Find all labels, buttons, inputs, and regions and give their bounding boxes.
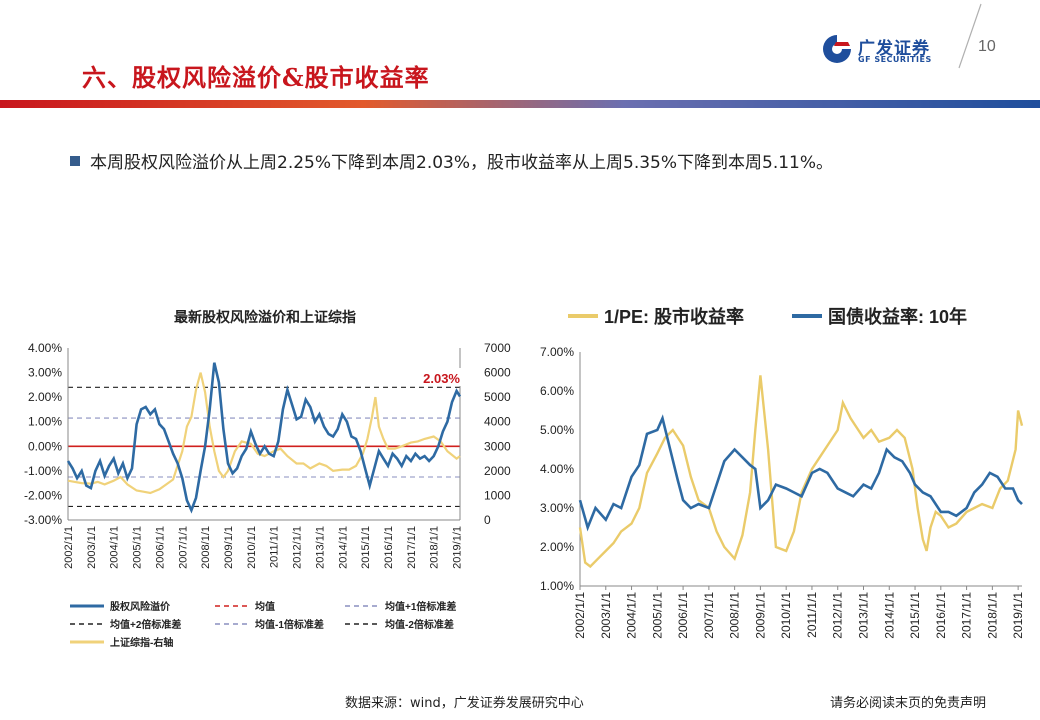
erp-right-tick-label: 6000 xyxy=(484,366,511,380)
erp-line xyxy=(66,362,462,514)
yield-x-tick-label: 2009/1/1 xyxy=(753,592,767,639)
erp-x-tick-label: 2018/1/1 xyxy=(429,526,441,569)
erp-x-tick-label: 2016/1/1 xyxy=(383,526,395,569)
erp-legend-label: 均值-2倍标准差 xyxy=(385,618,454,631)
yield-x-tick-label: 2010/1/1 xyxy=(779,592,793,639)
erp-x-tick-label: 2017/1/1 xyxy=(406,526,418,569)
summary-bullet: 本周股权风险溢价从上周2.25%下降到本周2.03%，股市收益率从上周5.35%… xyxy=(70,148,833,173)
erp-right-tick-label: 1000 xyxy=(484,488,511,502)
yield-x-tick-label: 2005/1/1 xyxy=(650,592,664,639)
yield-legend-label: 1/PE: 股市收益率 xyxy=(604,306,744,327)
yield-x-tick-label: 2004/1/1 xyxy=(625,592,639,639)
erp-axes: 4.00% 3.00% 2.00% 1.00% 0.00% -1.00% -2.00% -3.… xyxy=(24,341,511,569)
bond-yield-line xyxy=(578,414,1023,532)
erp-chart-title: 最新股权风险溢价和上证综指 xyxy=(174,309,356,326)
erp-legend-label: 均值 xyxy=(255,600,275,613)
erp-x-tick-label: 2013/1/1 xyxy=(314,526,326,569)
yield-x-tick-label: 2008/1/1 xyxy=(728,592,742,639)
erp-x-tick-label: 2012/1/1 xyxy=(292,526,304,569)
erp-left-tick-label: -1.00% xyxy=(24,464,62,478)
erp-left-tick-label: 4.00% xyxy=(28,341,62,355)
yield-y-tick-label: 1.00% xyxy=(540,579,574,593)
yield-y-tick-label: 7.00% xyxy=(540,345,574,359)
yield-x-tick-label: 2002/1/1 xyxy=(573,592,587,639)
brand-name-cn: 广发证券 xyxy=(858,39,930,59)
yield-x-tick-label: 2011/1/1 xyxy=(805,592,819,638)
erp-x-tick-label: 2014/1/1 xyxy=(337,526,349,569)
erp-right-tick-label: 5000 xyxy=(484,390,511,404)
yield-x-tick-label: 2007/1/1 xyxy=(702,592,716,639)
erp-x-tick-label: 2019/1/1 xyxy=(452,526,464,569)
yield-series-lines xyxy=(578,375,1024,569)
footer-disclaimer: 请务必阅读末页的免责声明 xyxy=(830,696,987,711)
erp-left-tick-label: -3.00% xyxy=(24,513,62,527)
erp-legend-label: 均值+2倍标准差 xyxy=(110,618,181,631)
yield-y-tick-label: 4.00% xyxy=(540,462,574,476)
earnings-yield-line xyxy=(578,375,1024,569)
yield-x-tick-label: 2003/1/1 xyxy=(599,592,613,639)
erp-left-tick-label: 3.00% xyxy=(28,366,62,380)
bullet-square-icon xyxy=(70,156,80,166)
erp-x-tick-label: 2004/1/1 xyxy=(109,526,121,569)
erp-x-tick-label: 2007/1/1 xyxy=(177,526,189,569)
erp-right-tick-label: 4000 xyxy=(484,415,511,429)
brand-logo: 广发证券 GF SECURITIES xyxy=(820,32,945,72)
erp-x-tick-label: 2015/1/1 xyxy=(360,526,372,569)
yield-y-tick-label: 3.00% xyxy=(540,501,574,515)
annotation-box xyxy=(408,368,462,386)
summary-text: 本周股权风险溢价从上周2.25%下降到本周2.03%，股市收益率从上周5.35%… xyxy=(90,153,834,173)
yield-y-tick-label: 6.00% xyxy=(540,384,574,398)
brand-name-en: GF SECURITIES xyxy=(858,55,932,64)
erp-latest-annotation: 2.03% xyxy=(423,371,460,386)
yield-x-tick-label: 2014/1/1 xyxy=(882,592,896,639)
index-line xyxy=(67,372,461,495)
erp-legend-label: 均值+1倍标准差 xyxy=(385,600,456,613)
erp-x-tick-label: 2008/1/1 xyxy=(200,526,212,569)
erp-right-tick-label: 7000 xyxy=(484,341,511,355)
erp-legend-label: 上证综指-右轴 xyxy=(110,636,173,649)
erp-chart: 最新股权风险溢价和上证综指 4.00% 3.00% 2.00% 1.00% 0.00% -… xyxy=(24,309,511,649)
yield-x-tick-label: 2019/1/1 xyxy=(1011,592,1025,639)
page-number: 10 xyxy=(978,38,996,55)
yield-legend-label: 国债收益率: 10年 xyxy=(828,306,967,327)
yield-x-tick-label: 2006/1/1 xyxy=(676,592,690,639)
erp-left-tick-label: 0.00% xyxy=(28,439,62,453)
yield-chart: 1/PE: 股市收益率 国债收益率: 10年 7.00% 6.00% 5.00% 4.0… xyxy=(540,306,1025,639)
erp-left-tick-label: -2.00% xyxy=(24,488,62,502)
page-title: 六、股权风险溢价&股市收益率 xyxy=(82,63,430,92)
erp-x-tick-label: 2010/1/1 xyxy=(246,526,258,569)
erp-x-tick-label: 2009/1/1 xyxy=(223,526,235,569)
erp-x-tick-label: 2011/1/1 xyxy=(269,526,281,568)
yield-x-tick-label: 2012/1/1 xyxy=(831,592,845,639)
erp-series-lines xyxy=(66,362,462,514)
erp-right-tick-label: 3000 xyxy=(484,439,511,453)
yield-y-tick-label: 2.00% xyxy=(540,540,574,554)
gf-logo-icon xyxy=(823,35,851,63)
yield-x-tick-label: 2016/1/1 xyxy=(934,592,948,639)
yield-x-tick-label: 2015/1/1 xyxy=(908,592,922,639)
yield-x-tick-label: 2013/1/1 xyxy=(856,592,870,639)
yield-y-tick-label: 5.00% xyxy=(540,423,574,437)
erp-left-tick-label: 2.00% xyxy=(28,390,62,404)
header-slash-divider xyxy=(958,3,982,69)
erp-x-tick-label: 2005/1/1 xyxy=(132,526,144,569)
footer-source: 数据来源：wind，广发证券发展研究中心 xyxy=(345,696,584,711)
erp-legend-label: 均值-1倍标准差 xyxy=(255,618,324,631)
erp-right-tick-label: 2000 xyxy=(484,464,511,478)
erp-right-tick-label: 0 xyxy=(484,513,491,527)
yield-x-tick-label: 2017/1/1 xyxy=(960,592,974,639)
header-color-bar xyxy=(0,100,1040,108)
erp-legend-label: 股权风险溢价 xyxy=(110,600,171,613)
erp-x-tick-label: 2002/1/1 xyxy=(63,526,75,569)
erp-x-tick-label: 2006/1/1 xyxy=(154,526,166,569)
erp-x-tick-label: 2003/1/1 xyxy=(86,526,98,569)
yield-x-tick-label: 2018/1/1 xyxy=(985,592,999,639)
yield-legend: 1/PE: 股市收益率 国债收益率: 10年 xyxy=(568,306,967,327)
yield-axes: 7.00% 6.00% 5.00% 4.00% 3.00% 2.00% 1.00%2002/… xyxy=(540,345,1025,639)
erp-left-tick-label: 1.00% xyxy=(28,415,62,429)
